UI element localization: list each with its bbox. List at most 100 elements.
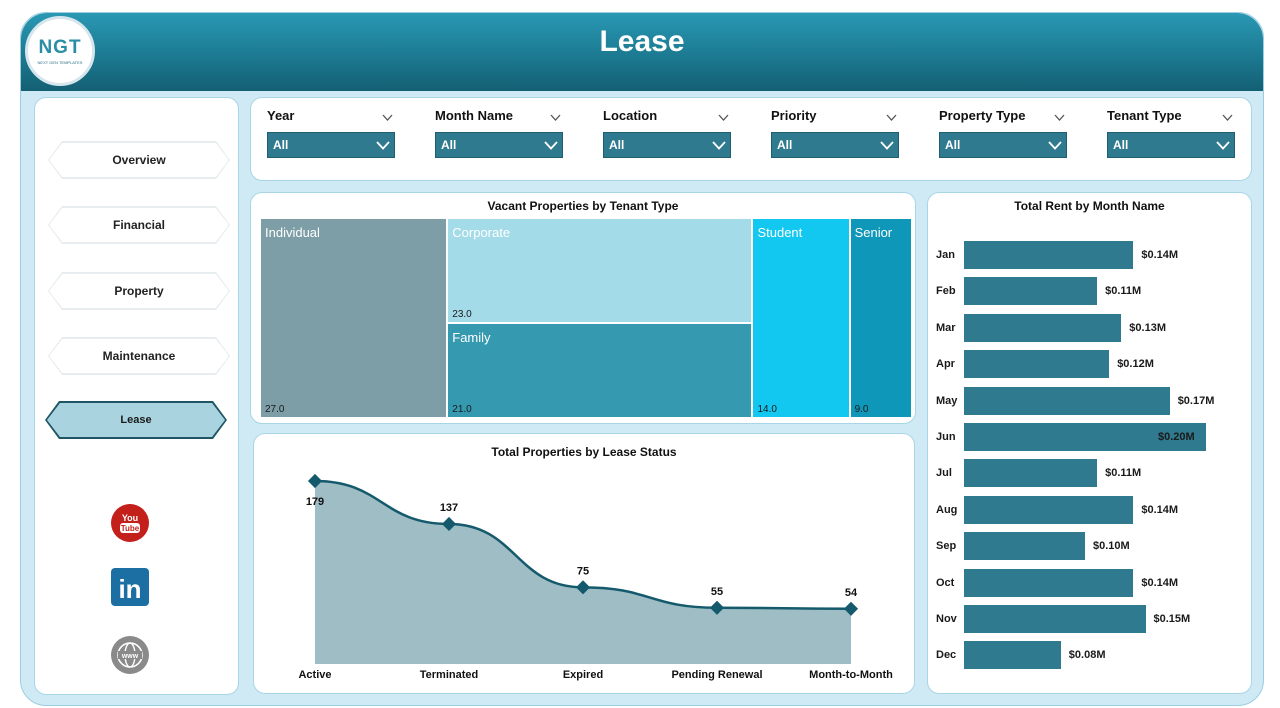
bar[interactable] xyxy=(964,532,1085,561)
filter-label-text: Priority xyxy=(771,108,817,123)
chevron-down-icon[interactable] xyxy=(886,110,897,125)
filter-label-text: Year xyxy=(267,108,295,123)
data-label: $0.17M xyxy=(1177,394,1215,407)
treemap-label: Family xyxy=(452,329,491,345)
data-label: $0.14M xyxy=(1141,249,1179,261)
data-label: $0.15M xyxy=(1153,613,1191,625)
nav-financial-button[interactable]: Financial xyxy=(49,207,229,243)
data-label: $0.10M xyxy=(1093,540,1130,553)
bar[interactable] xyxy=(964,568,1134,597)
nav-overview-button[interactable]: Overview xyxy=(49,142,229,178)
bar[interactable] xyxy=(964,313,1122,342)
filter-dropdown[interactable]: All xyxy=(267,132,395,158)
treemap-label: Student xyxy=(757,225,803,240)
chevron-down-icon xyxy=(712,140,726,150)
treemap-value: 14.0 xyxy=(757,404,777,415)
logo-subtitle: NEXT GEN TEMPLATES xyxy=(37,60,83,65)
data-label: $0.14M xyxy=(1141,503,1179,516)
filter-value: All xyxy=(441,138,457,152)
filter-slicer: Priority All xyxy=(771,108,899,158)
logo: NGT NEXT GEN TEMPLATES xyxy=(25,16,95,86)
x-tick-label: Month-to-Month xyxy=(809,669,893,681)
bar[interactable] xyxy=(964,277,1098,306)
globe-icon[interactable]: www xyxy=(109,634,151,676)
filter-label-text: Month Name xyxy=(435,108,513,123)
y-tick-label: Apr xyxy=(936,358,955,371)
data-label: 54 xyxy=(845,587,858,599)
chevron-down-icon[interactable] xyxy=(382,110,393,125)
bar[interactable] xyxy=(964,605,1146,633)
filter-value: All xyxy=(945,138,961,152)
filter-label: Month Name xyxy=(435,108,563,126)
treemap-value: 23.0 xyxy=(452,308,472,320)
filter-dropdown[interactable]: All xyxy=(1107,132,1235,158)
bar[interactable] xyxy=(964,423,1206,451)
y-tick-label: Dec xyxy=(936,649,957,662)
youtube-icon[interactable]: You Tube xyxy=(109,502,151,544)
filter-value: All xyxy=(609,138,625,152)
area-chart-title: Total Properties by Lease Status xyxy=(491,445,677,459)
data-label: $0.20M xyxy=(1158,431,1195,443)
treemap-cell-student[interactable]: Student 14.0 xyxy=(753,219,849,417)
chevron-down-icon[interactable] xyxy=(718,110,729,125)
bar[interactable] xyxy=(964,459,1098,488)
treemap-cell-individual[interactable]: Individual 27.0 xyxy=(261,219,447,417)
bar-chart-card: Total Rent by Month Name Jan $0.14M Feb $0.… xyxy=(927,192,1252,694)
area-chart: 179 Active 137 Terminated 75 Expired 55 Pending… xyxy=(298,473,893,681)
series-line xyxy=(314,479,852,611)
data-label: $0.13M xyxy=(1129,321,1166,334)
y-tick-label: Jun xyxy=(936,431,956,443)
bar[interactable] xyxy=(964,350,1110,379)
chevron-down-icon[interactable] xyxy=(550,110,561,125)
treemap-cell-family[interactable]: Family 21.0 xyxy=(448,323,752,417)
y-tick-label: Mar xyxy=(936,321,956,334)
filter-label-text: Location xyxy=(603,108,658,123)
treemap-cell-senior[interactable]: Senior 9.0 xyxy=(850,219,911,417)
data-point[interactable] xyxy=(307,473,323,489)
data-label: $0.11M xyxy=(1105,285,1142,298)
x-tick-label: Expired xyxy=(563,669,603,681)
filter-dropdown[interactable]: All xyxy=(771,132,899,158)
filter-dropdown[interactable]: All xyxy=(603,132,731,158)
filter-dropdown[interactable]: All xyxy=(435,132,563,158)
filter-label: Property Type xyxy=(939,108,1067,126)
bar[interactable] xyxy=(964,495,1134,524)
nav-maintenance-button[interactable]: Maintenance xyxy=(49,338,229,374)
dashboard-frame: Lease NGT NEXT GEN TEMPLATES Overview Fi… xyxy=(20,12,1264,706)
y-tick-label: Oct xyxy=(936,576,955,589)
area-chart-card: Total Properties by Lease Status 179 Acti… xyxy=(253,433,915,694)
nav-lease-button[interactable]: Lease xyxy=(47,403,225,437)
filter-panel: Year All Month Name All Location All Priority A… xyxy=(250,97,1252,181)
y-tick-label: Nov xyxy=(936,613,957,625)
nav-property-button[interactable]: Property xyxy=(49,273,229,309)
filter-label-text: Property Type xyxy=(939,108,1026,123)
bar[interactable] xyxy=(964,241,1134,269)
header-bar: Lease xyxy=(21,13,1263,91)
logo-text: NGT xyxy=(38,37,82,58)
svg-text:in: in xyxy=(118,574,141,604)
linkedin-icon[interactable]: in xyxy=(109,566,151,608)
data-point[interactable] xyxy=(441,516,457,532)
chevron-down-icon[interactable] xyxy=(1054,110,1065,125)
data-label: 75 xyxy=(577,565,589,577)
filter-label: Location xyxy=(603,108,731,126)
filter-dropdown[interactable]: All xyxy=(939,132,1067,158)
bar[interactable] xyxy=(964,386,1170,415)
filter-slicer: Property Type All xyxy=(939,108,1067,158)
filter-label-text: Tenant Type xyxy=(1107,108,1182,123)
data-point[interactable] xyxy=(709,600,725,615)
treemap-cell-corporate[interactable]: Corporate 23.0 xyxy=(448,219,752,322)
x-tick-label: Active xyxy=(298,669,331,681)
data-label: $0.12M xyxy=(1117,358,1154,371)
data-label: 55 xyxy=(711,586,723,598)
treemap-label: Corporate xyxy=(452,225,511,240)
chevron-down-icon xyxy=(1216,140,1230,150)
chevron-down-icon[interactable] xyxy=(1222,110,1233,125)
data-point[interactable] xyxy=(843,601,859,616)
y-tick-label: May xyxy=(936,394,958,407)
bar[interactable] xyxy=(964,641,1061,670)
filter-slicer: Month Name All xyxy=(435,108,563,158)
data-label: $0.11M xyxy=(1105,467,1142,480)
data-point[interactable] xyxy=(575,580,591,595)
treemap-value: 21.0 xyxy=(452,403,472,415)
